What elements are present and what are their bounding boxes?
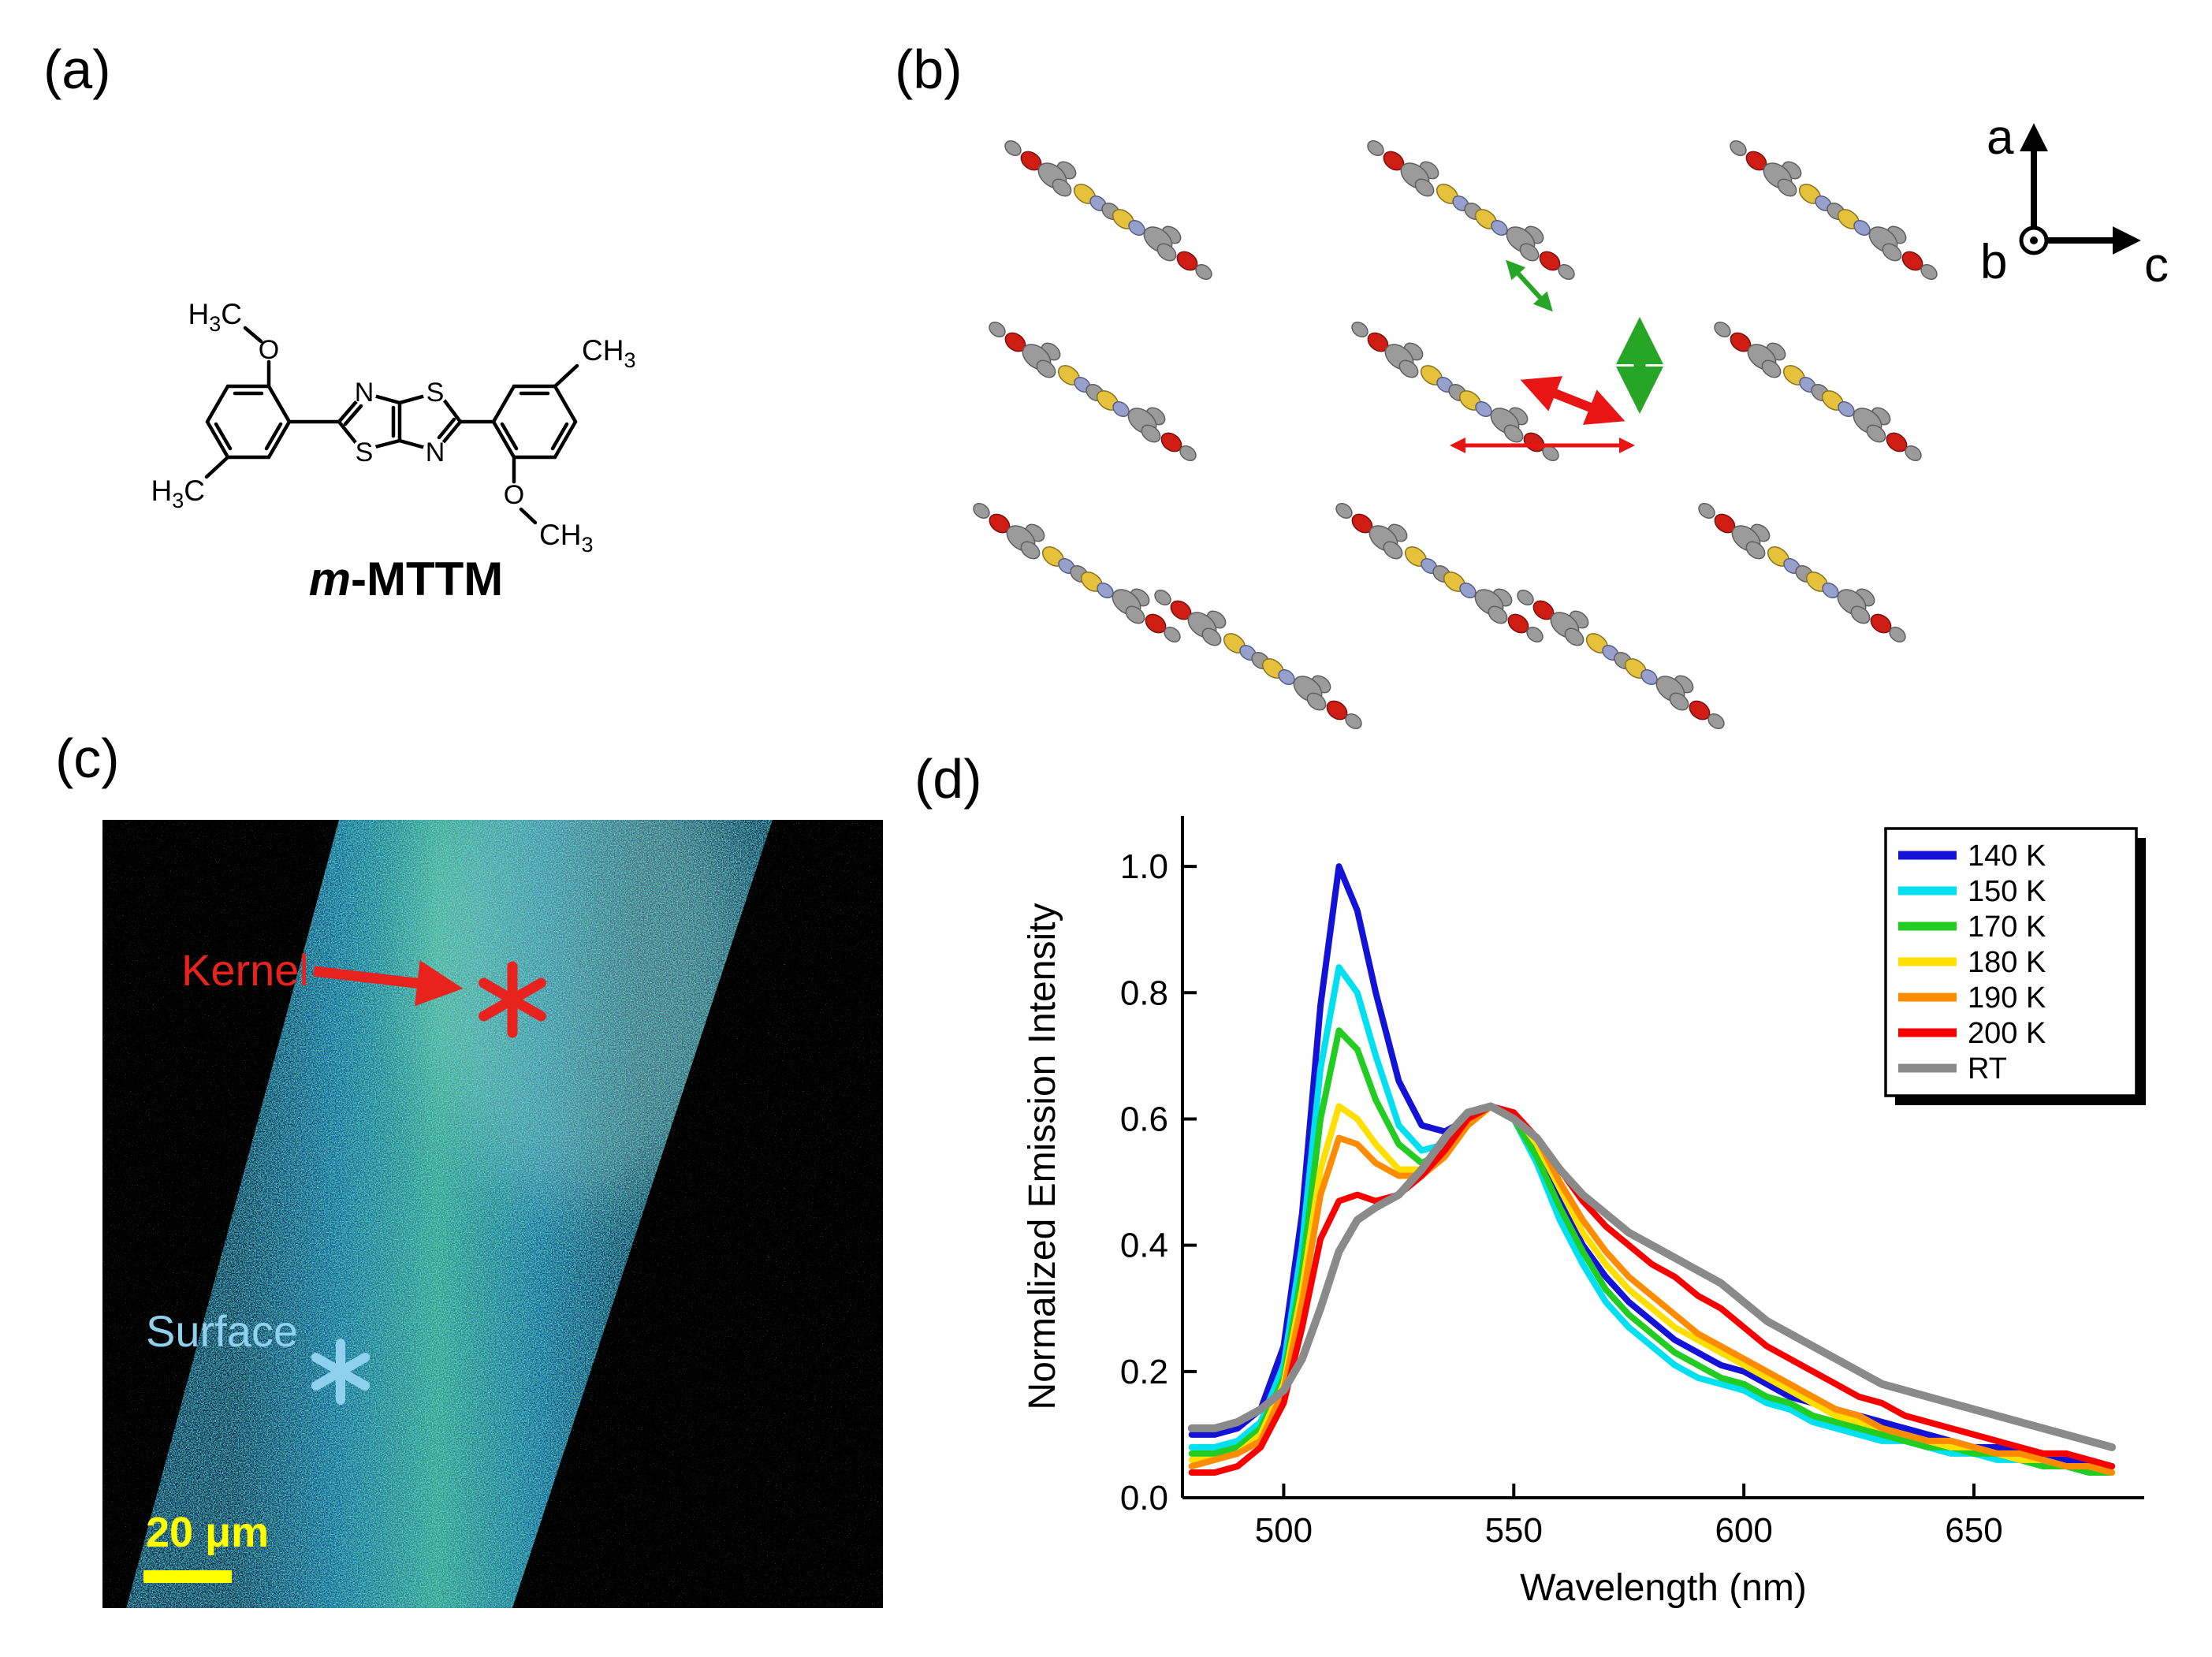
series-line-180-k xyxy=(1188,1103,2116,1476)
x-tick-label: 550 xyxy=(1485,1511,1543,1550)
c-axis-label: c xyxy=(2144,238,2169,292)
series-line-150-k xyxy=(1188,964,2116,1476)
surface-label: Surface xyxy=(146,1306,298,1356)
right-benzene-ring xyxy=(491,384,578,460)
y-axis-title: Normalized Emission Intensity xyxy=(1022,903,1063,1410)
thiazolothiazole-core: N S S N xyxy=(287,378,496,467)
atom-backing xyxy=(423,379,448,404)
red-thick-double-arrow xyxy=(1520,376,1625,425)
kernel-annotation: Kernel xyxy=(181,945,546,1038)
kernel-marker-asterisk-icon xyxy=(479,961,546,1038)
y-tick-label: 0.2 xyxy=(1120,1353,1168,1391)
molecule xyxy=(1711,318,1925,464)
y-tick-label: 0.4 xyxy=(1120,1227,1168,1265)
atom-n-right: N xyxy=(426,438,445,467)
panel-c-microscopy-image: Kernel Surface 20 μm xyxy=(102,820,883,1608)
a-axis-label: a xyxy=(1987,110,2014,165)
kernel-arrow xyxy=(313,960,464,1007)
molecule xyxy=(970,500,1184,646)
h3c-bottom-label: H3C xyxy=(151,475,206,512)
scalebar-annotation: 20 μm xyxy=(143,1509,269,1583)
molecule xyxy=(1348,318,1562,464)
panel-a-structure: N S S N O H3C H3C CH3 O xyxy=(151,298,636,605)
y-tick-label: 0.0 xyxy=(1120,1479,1168,1517)
atom-s-bottom-left: S xyxy=(356,438,374,467)
legend-label: 170 K xyxy=(1968,910,2046,944)
panel-d-label: (d) xyxy=(914,748,982,810)
x-tick-label: 500 xyxy=(1255,1511,1313,1550)
panel-d-chart: Wavelength (nm) Normalized Emission Inte… xyxy=(1022,816,2146,1609)
molecule xyxy=(1726,137,1941,283)
y-tick-label: 1.0 xyxy=(1120,847,1168,886)
x-tick-label: 600 xyxy=(1715,1511,1772,1550)
atom-o-bottom-right: O xyxy=(504,480,524,510)
panel-a-label: (a) xyxy=(43,39,111,100)
y-tick-label: 0.6 xyxy=(1120,1100,1168,1138)
y-tick-label: 0.8 xyxy=(1120,974,1168,1012)
panel-c-label: (c) xyxy=(55,728,120,789)
x-axis-title: Wavelength (nm) xyxy=(1520,1567,1807,1609)
x-tick-label: 650 xyxy=(1945,1511,2002,1550)
legend-label: 180 K xyxy=(1968,946,2046,979)
b-axis-label: b xyxy=(1980,235,2007,289)
molecule xyxy=(1514,586,1728,732)
atom-n-left: N xyxy=(355,378,374,408)
series-line-190-k xyxy=(1188,1103,2116,1476)
left-benzene-ring xyxy=(205,384,292,460)
legend-label: RT xyxy=(1968,1052,2007,1085)
scalebar-label: 20 μm xyxy=(146,1509,269,1556)
methyl-group-bottom-left: H3C xyxy=(151,455,230,512)
ch3-top-right-label: CH3 xyxy=(582,334,635,372)
methyl-group-top-right: CH3 xyxy=(553,334,635,389)
legend-label: 140 K xyxy=(1968,840,2046,873)
legend-label: 200 K xyxy=(1968,1017,2046,1050)
molecule xyxy=(985,318,1200,464)
ch3-bottom-right-label: CH3 xyxy=(539,519,593,557)
h3c-top-label: H3C xyxy=(188,298,243,336)
green-thin-double-arrow xyxy=(1506,259,1553,312)
legend-label: 190 K xyxy=(1968,981,2046,1015)
kernel-label: Kernel xyxy=(181,945,309,995)
molecule xyxy=(1151,586,1365,732)
surface-annotation: Surface xyxy=(146,1306,371,1405)
series-line-200-k xyxy=(1188,1103,2116,1476)
series-line-rt xyxy=(1187,1102,2117,1451)
atom-backing xyxy=(352,379,377,404)
interaction-arrows xyxy=(1450,259,1663,453)
methoxy-group-bottom-right: O CH3 xyxy=(504,455,593,557)
methoxy-group-top-left: O H3C xyxy=(188,298,279,389)
molecule xyxy=(1364,137,1578,283)
molecule xyxy=(1695,500,1909,646)
panel-b-packing: a b c xyxy=(970,110,2169,732)
crystal-axes-indicator: a b c xyxy=(1980,110,2169,292)
atom-s-top-right: S xyxy=(426,378,445,408)
atom-backing xyxy=(352,439,377,464)
molecule xyxy=(1001,137,1216,283)
panel-b-label: (b) xyxy=(895,39,963,100)
molecule-lattice xyxy=(970,137,1941,732)
b-axis-dot-icon xyxy=(2030,236,2038,244)
molecule-name: m-MTTM xyxy=(309,553,504,605)
legend-label: 150 K xyxy=(1968,875,2046,908)
scalebar xyxy=(143,1570,232,1583)
molecule xyxy=(1332,500,1547,646)
atom-backing xyxy=(423,439,448,464)
surface-marker-asterisk-icon xyxy=(311,1339,371,1405)
